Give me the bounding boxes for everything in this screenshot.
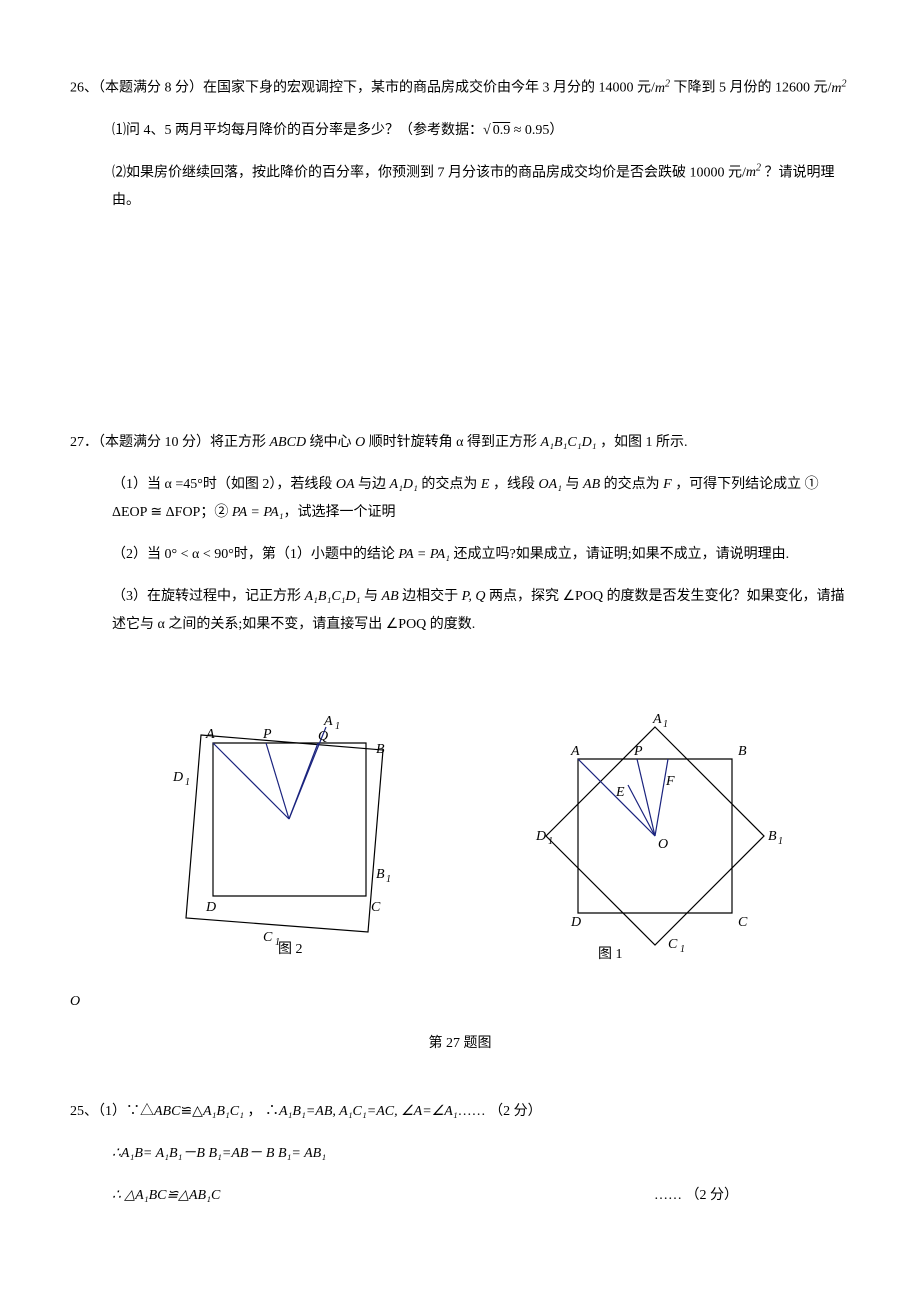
unit-m2: m2: [746, 165, 761, 180]
p27-header: 27．（本题满分 10 分）将正方形 ABCD 绕中心 O 顺时针旋转角 α 得…: [70, 429, 850, 457]
problem-26: 26、（本题满分 8 分）在国家下身的宏观调控下，某市的商品房成交价由今年 3 …: [70, 74, 850, 215]
unit-m2: m2: [831, 81, 846, 96]
figure-2: APA1QBD1B1DCC1图 2: [113, 713, 413, 974]
svg-text:P: P: [633, 744, 643, 759]
svg-text:A: A: [570, 744, 580, 759]
svg-text:D: D: [205, 900, 216, 915]
svg-text:1: 1: [548, 836, 553, 847]
svg-text:B: B: [738, 744, 747, 759]
svg-text:1: 1: [335, 721, 340, 732]
p26-sub1-b: ）: [549, 123, 563, 138]
svg-text:C: C: [738, 915, 748, 930]
svg-text:图 1: 图 1: [598, 947, 623, 962]
stray-o: O: [70, 988, 850, 1016]
svg-text:E: E: [615, 785, 625, 800]
svg-text:C: C: [668, 937, 678, 952]
figures-row: APA1QBD1B1DCC1图 2 A1APBEFOD1B1DCC1图 1: [70, 713, 850, 974]
p26-text-b: 下降到 5 月份的 12600 元/: [670, 81, 831, 96]
svg-text:1: 1: [386, 874, 391, 885]
svg-text:B: B: [768, 829, 777, 844]
sqrt-expr: √0.9 ≈ 0.95: [483, 123, 549, 138]
svg-text:C: C: [263, 930, 273, 945]
p26-header: 26、（本题满分 8 分）在国家下身的宏观调控下，某市的商品房成交价由今年 3 …: [70, 74, 850, 103]
p27-s2: （2）当 0° < α < 90°时，第（1）小题中的结论 PA = PA₁ 还…: [70, 541, 850, 569]
p25-line1: 25、（1）∵△ABC≌△A₁B₁C₁ ， ∴A₁B₁=AB, A₁C₁=AC,…: [70, 1098, 850, 1126]
svg-text:F: F: [665, 774, 675, 789]
svg-text:D: D: [535, 829, 546, 844]
problem-27: 27．（本题满分 10 分）将正方形 ABCD 绕中心 O 顺时针旋转角 α 得…: [70, 429, 850, 1058]
svg-text:1: 1: [663, 719, 668, 730]
fig1-svg: A1APBEFOD1B1DCC1图 1: [498, 713, 808, 963]
problem-25-answer: 25、（1）∵△ABC≌△A₁B₁C₁ ， ∴A₁B₁=AB, A₁C₁=AC,…: [70, 1098, 850, 1210]
svg-text:C: C: [371, 900, 381, 915]
unit-m2: m2: [655, 81, 670, 96]
svg-text:B: B: [376, 742, 385, 757]
svg-text:Q: Q: [318, 729, 328, 744]
figure-1: A1APBEFOD1B1DCC1图 1: [498, 713, 808, 974]
fig-caption-27: 第 27 题图: [70, 1030, 850, 1058]
fig2-svg: APA1QBD1B1DCC1图 2: [113, 713, 413, 963]
svg-text:A: A: [652, 713, 662, 727]
svg-text:A: A: [205, 727, 215, 742]
svg-text:1: 1: [680, 944, 685, 955]
svg-text:D: D: [570, 915, 581, 930]
svg-text:O: O: [658, 837, 668, 852]
p27-s3: （3）在旋转过程中，记正方形 A₁B₁C₁D₁ 与 AB 边相交于 P, Q 两…: [70, 583, 850, 639]
svg-text:1: 1: [778, 836, 783, 847]
p26-sub2-a: ⑵如果房价继续回落，按此降价的百分率，你预测到 7 月分该市的商品房成交均价是否…: [112, 165, 746, 180]
p25-line2: ∴A₁B= A₁B₁－B B₁=AB－ B B₁= AB₁: [70, 1140, 850, 1168]
svg-text:B: B: [376, 867, 385, 882]
p27-s1: （1）当 α =45°时（如图 2），若线段 OA 与边 A₁D₁ 的交点为 E…: [70, 471, 850, 527]
svg-text:A: A: [323, 714, 333, 729]
svg-text:1: 1: [185, 777, 190, 788]
svg-text:图 2: 图 2: [278, 942, 303, 957]
p26-text-a: 26、（本题满分 8 分）在国家下身的宏观调控下，某市的商品房成交价由今年 3 …: [70, 81, 655, 96]
p26-sub1: ⑴问 4、5 两月平均每月降价的百分率是多少？（参考数据：√0.9 ≈ 0.95…: [70, 117, 850, 145]
svg-text:D: D: [172, 770, 183, 785]
p26-sub1-a: ⑴问 4、5 两月平均每月降价的百分率是多少？（参考数据：: [112, 123, 483, 138]
p26-sub2: ⑵如果房价继续回落，按此降价的百分率，你预测到 7 月分该市的商品房成交均价是否…: [70, 159, 850, 216]
svg-text:P: P: [262, 727, 272, 742]
p25-line3: ∴ △A₁BC≌△AB₁C …… （2 分）: [70, 1182, 850, 1210]
